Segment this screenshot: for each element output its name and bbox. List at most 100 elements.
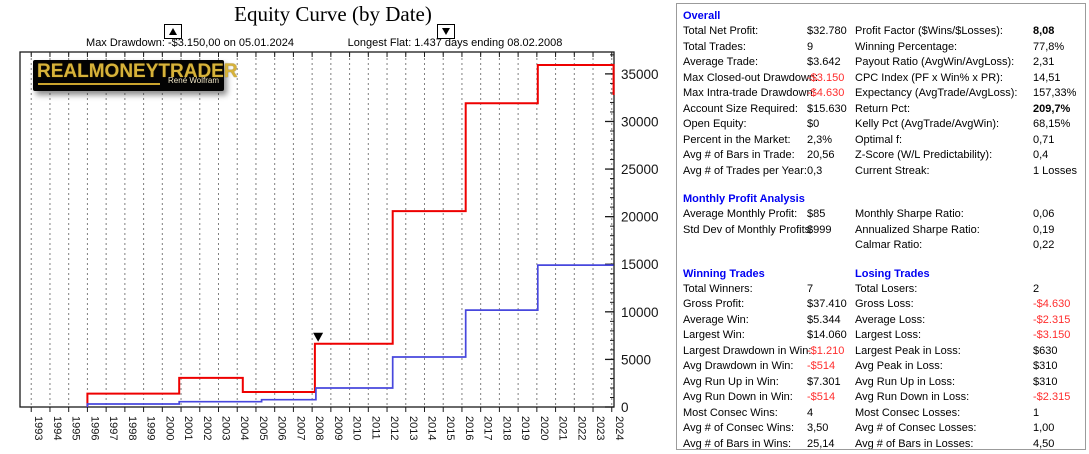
chart-title: Equity Curve (by Date): [234, 2, 432, 26]
section-title: [855, 191, 1085, 207]
stat-label: Avg # of Trades per Year:: [683, 164, 807, 177]
stat-value: $310: [1033, 375, 1058, 388]
stat-value: 0,19: [1033, 223, 1055, 236]
stat-value: $5.344: [807, 313, 841, 326]
section-title: Winning Trades: [683, 267, 765, 280]
stat-value: 7: [807, 282, 814, 295]
svg-text:20000: 20000: [621, 210, 659, 225]
chart-panel: Equity Curve (by Date) Max Drawdown: -$3…: [19, 2, 659, 441]
stat-label: Average Trade:: [683, 56, 759, 68]
stat-value: 68,15%: [1033, 118, 1071, 130]
stat-label: Avg # of Bars in Losses:: [855, 437, 974, 450]
svg-text:2008: 2008: [313, 416, 325, 440]
brand-logo-underline: [38, 83, 160, 85]
stat-value: 9: [807, 40, 814, 53]
stat-row: Total Trades: 9 Winning Percentage: 77,8%: [683, 40, 1085, 56]
stat-label: Avg # of Consec Wins:: [683, 422, 795, 434]
stat-value: $85: [807, 208, 826, 220]
stat-value: $37.410: [807, 298, 847, 310]
stat-value: 157,33%: [1033, 87, 1077, 99]
stat-label: Gross Loss:: [855, 298, 914, 310]
stat-row: Average Trade: $3.642 Payout Ratio (AvgWin…: [683, 55, 1085, 71]
stat-label: CPC Index (PF x Win% x PR):: [855, 71, 1003, 84]
stat-value: 25,14: [807, 437, 835, 450]
stat-value: 2: [1033, 282, 1040, 295]
svg-text:1995: 1995: [70, 416, 82, 440]
stat-label: Total Winners:: [683, 282, 753, 295]
stat-label: Optimal f:: [855, 133, 903, 146]
stat-label: Annualized Sharpe Ratio:: [855, 223, 980, 236]
max-drawdown-marker-icon: [164, 24, 182, 39]
flat-end-marker-icon: [313, 332, 324, 342]
svg-text:1994: 1994: [51, 416, 63, 440]
stat-label: Z-Score (W/L Predictability):: [855, 149, 993, 161]
stat-label: Avg # of Bars in Wins:: [683, 437, 792, 450]
section-heading: Overall: [683, 8, 1085, 24]
stat-value: 0,3: [807, 164, 823, 177]
svg-text:2006: 2006: [276, 416, 288, 440]
stat-row: Total Winners: 7 Total Losers: 2: [683, 282, 1085, 298]
stat-value: 20,56: [807, 149, 835, 161]
svg-text:2010: 2010: [351, 416, 363, 440]
stat-label: Total Losers:: [855, 282, 918, 295]
x-axis-labels: 1993 1994 1995 1996 1997 1998 1999 2000 2001 2002…: [32, 416, 625, 440]
stat-label: Winning Percentage:: [855, 40, 958, 53]
stat-value: -$514: [807, 360, 836, 372]
section-heading: Winning Trades Losing Trades: [683, 266, 1085, 282]
axes: [19, 51, 615, 412]
stat-value: $14.060: [807, 329, 847, 341]
svg-text:2009: 2009: [332, 416, 344, 440]
stat-value: $310: [1033, 360, 1058, 372]
max-drawdown-annotation: Max Drawdown: -$3.150,00 on 05.01.2024: [86, 37, 294, 49]
stat-value: -$514: [807, 391, 836, 403]
stat-row: Std Dev of Monthly Profits: $999 Annualize…: [683, 223, 1085, 239]
stat-value: 4,50: [1033, 437, 1055, 450]
stat-row: Avg # of Bars in Wins: 25,14 Avg # of Bars…: [683, 437, 1085, 450]
stat-label: Avg Drawdown in Win:: [683, 360, 794, 372]
series-equity-blue: [86, 264, 614, 407]
svg-text:2011: 2011: [369, 416, 381, 440]
stat-label: Account Size Required:: [683, 102, 798, 115]
stat-label: Avg Peak in Loss:: [855, 360, 943, 372]
stat-label: Profit Factor ($Wins/$Losses):: [855, 25, 1003, 37]
svg-text:15000: 15000: [621, 257, 659, 272]
stat-label: Expectancy (AvgTrade/AvgLoss):: [855, 87, 1018, 99]
equity-chart: 1993 1994 1995 1996 1997 1998 1999 2000 2001 2002…: [19, 51, 659, 440]
stat-value: 0,4: [1033, 149, 1049, 161]
stat-label: Avg Run Down in Win:: [683, 391, 793, 403]
svg-text:1999: 1999: [145, 416, 157, 440]
stat-label: Kelly Pct (AvgTrade/AvgWin):: [855, 118, 1000, 130]
section-title: Losing Trades: [855, 267, 930, 280]
stat-value: $7.301: [807, 375, 841, 388]
stat-row: Open Equity: $0 Kelly Pct (AvgTrade/AvgWin…: [683, 117, 1085, 133]
stat-value: 4: [807, 406, 814, 419]
brand-logo-author: René Wolfram: [168, 76, 219, 85]
stat-row: Average Monthly Profit: $85 Monthly Sharpe…: [683, 207, 1085, 223]
stat-label: Percent in the Market:: [683, 133, 791, 146]
svg-text:2019: 2019: [519, 416, 531, 440]
stat-label: Return Pct:: [855, 102, 911, 115]
stat-label: Open Equity:: [683, 118, 747, 130]
svg-text:2004: 2004: [238, 416, 250, 440]
svg-text:5000: 5000: [621, 352, 651, 367]
stat-value: 8,08: [1033, 25, 1055, 37]
stat-label: Avg # of Bars in Trade:: [683, 149, 795, 161]
stat-row: Largest Win: $14.060 Largest Loss: -$3.150: [683, 328, 1085, 344]
svg-text:2000: 2000: [163, 416, 175, 440]
svg-text:1998: 1998: [126, 416, 138, 440]
stat-value: 77,8%: [1033, 40, 1065, 53]
stats-panel: Overall Total Net Profit: $32.780 Profit Fa…: [676, 3, 1086, 450]
brand-logo-text: REALMONEYTRADER: [37, 61, 238, 82]
svg-text:2005: 2005: [257, 416, 269, 440]
svg-text:2024: 2024: [613, 416, 625, 440]
stat-label: Monthly Sharpe Ratio:: [855, 208, 964, 220]
stat-label: Payout Ratio (AvgWin/AvgLoss):: [855, 56, 1015, 68]
stat-row: Avg # of Consec Wins: 3,50 Avg # of Consec…: [683, 421, 1085, 437]
longest-flat-annotation: Longest Flat: 1.437 days ending 08.02.20…: [347, 37, 563, 49]
y-axis-labels: 0 5000 10000 15000 20000 25000 30000 35000: [621, 67, 659, 415]
svg-text:10000: 10000: [621, 305, 659, 320]
section-title: Overall: [683, 10, 721, 22]
stat-value: 1: [1033, 406, 1040, 419]
svg-text:2007: 2007: [294, 416, 306, 440]
stat-label: Std Dev of Monthly Profits:: [683, 223, 814, 236]
